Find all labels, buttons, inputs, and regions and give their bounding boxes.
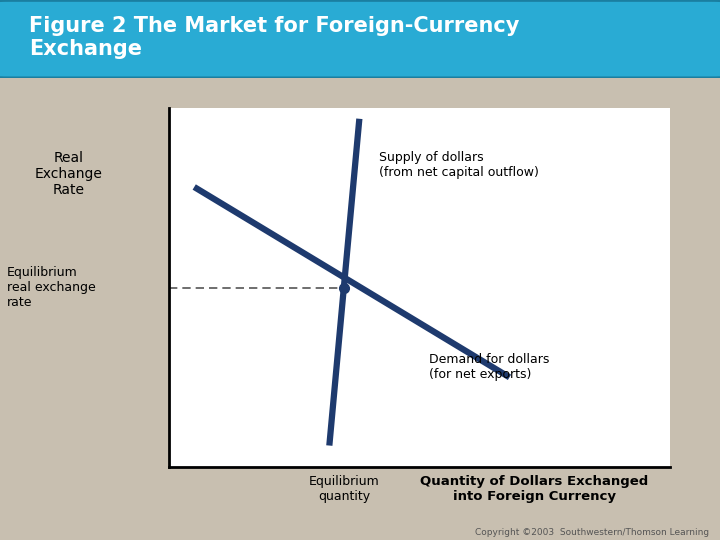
Text: Figure 2 The Market for Foreign-Currency
Exchange: Figure 2 The Market for Foreign-Currency… xyxy=(29,16,519,59)
Text: Equilibrium
real exchange
rate: Equilibrium real exchange rate xyxy=(7,266,96,309)
Text: Quantity of Dollars Exchanged
into Foreign Currency: Quantity of Dollars Exchanged into Forei… xyxy=(420,475,649,503)
FancyBboxPatch shape xyxy=(0,1,720,78)
Text: Demand for dollars
(for net exports): Demand for dollars (for net exports) xyxy=(429,353,550,381)
Text: Supply of dollars
(from net capital outflow): Supply of dollars (from net capital outf… xyxy=(379,151,539,179)
Text: Equilibrium
quantity: Equilibrium quantity xyxy=(309,475,379,503)
Text: Real
Exchange
Rate: Real Exchange Rate xyxy=(35,151,102,198)
Text: Copyright ©2003  Southwestern/Thomson Learning: Copyright ©2003 Southwestern/Thomson Lea… xyxy=(475,528,709,537)
